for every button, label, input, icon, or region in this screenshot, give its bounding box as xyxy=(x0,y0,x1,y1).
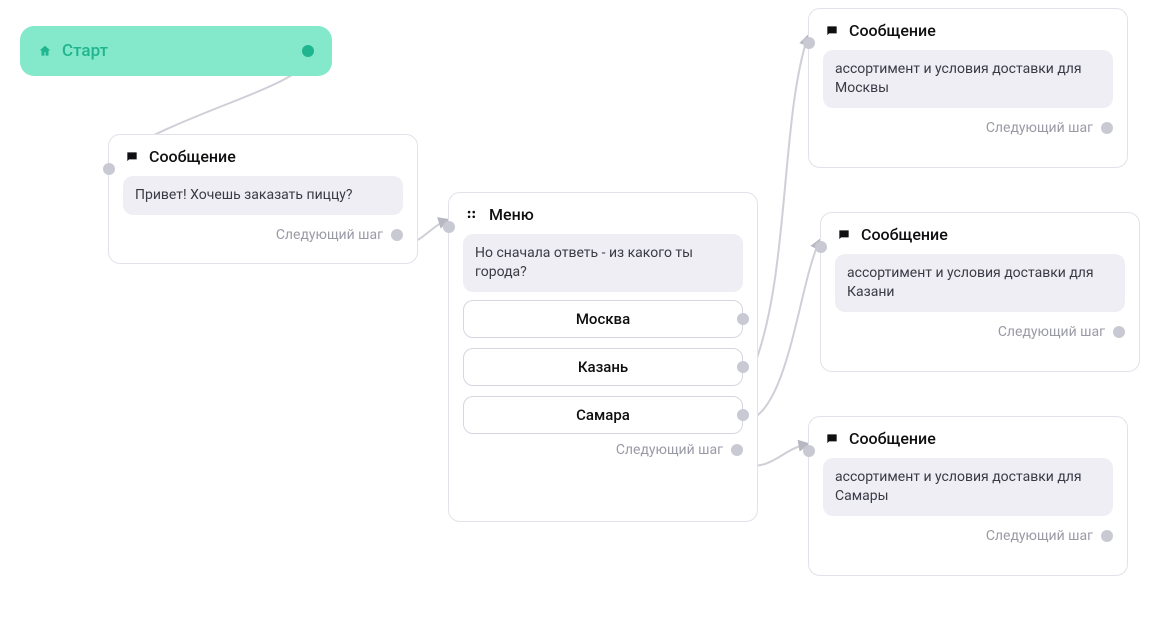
option-out-port[interactable] xyxy=(737,409,749,421)
start-label: Старт xyxy=(62,41,108,61)
flow-canvas: Старт Сообщение Привет! Хочешь заказать … xyxy=(0,0,1158,625)
menu-options: Москва Казань Самара xyxy=(449,300,757,438)
out-port[interactable] xyxy=(1113,326,1125,338)
in-port[interactable] xyxy=(803,37,815,49)
message-text: ассортимент и условия доставки для Самар… xyxy=(823,458,1113,516)
card-title: Сообщение xyxy=(149,147,236,166)
next-step-label: Следующий шаг xyxy=(986,528,1093,544)
out-port[interactable] xyxy=(1101,530,1113,542)
card-body: Но сначала ответь - из какого ты города? xyxy=(449,230,757,300)
edge-menu-moscow xyxy=(752,36,808,371)
menu-node[interactable]: Меню Но сначала ответь - из какого ты го… xyxy=(448,192,758,522)
message-text: ассортимент и условия доставки для Казан… xyxy=(835,254,1125,312)
card-body: ассортимент и условия доставки для Казан… xyxy=(821,250,1139,320)
message-icon xyxy=(825,24,839,38)
card-header: Сообщение xyxy=(809,9,1127,46)
edge-menu-samara xyxy=(752,444,808,466)
card-title: Меню xyxy=(489,205,534,224)
next-step-label: Следующий шаг xyxy=(276,227,383,243)
in-port[interactable] xyxy=(103,163,115,175)
card-footer: Следующий шаг xyxy=(809,116,1127,148)
card-title: Сообщение xyxy=(849,21,936,40)
in-port[interactable] xyxy=(443,221,455,233)
message-text: ассортимент и условия доставки для Москв… xyxy=(823,50,1113,108)
card-footer: Следующий шаг xyxy=(449,438,757,470)
in-port[interactable] xyxy=(815,241,827,253)
option-out-port[interactable] xyxy=(737,361,749,373)
message-node-samara[interactable]: Сообщение ассортимент и условия доставки… xyxy=(808,416,1128,576)
start-out-port[interactable] xyxy=(302,45,314,57)
card-header: Сообщение xyxy=(109,135,417,172)
message-node-kazan[interactable]: Сообщение ассортимент и условия доставки… xyxy=(820,212,1140,372)
message-icon xyxy=(825,432,839,446)
card-header: Меню xyxy=(449,193,757,230)
out-port[interactable] xyxy=(391,229,403,241)
card-title: Сообщение xyxy=(861,225,948,244)
next-step-label: Следующий шаг xyxy=(998,324,1105,340)
option-label: Казань xyxy=(476,358,730,376)
card-body: Привет! Хочешь заказать пиццу? xyxy=(109,172,417,223)
start-node[interactable]: Старт xyxy=(20,26,332,76)
card-footer: Следующий шаг xyxy=(809,524,1127,556)
menu-option-kazan[interactable]: Казань xyxy=(463,348,743,386)
card-header: Сообщение xyxy=(809,417,1127,454)
out-port[interactable] xyxy=(731,444,743,456)
card-body: ассортимент и условия доставки для Москв… xyxy=(809,46,1127,116)
card-body: ассортимент и условия доставки для Самар… xyxy=(809,454,1127,524)
option-label: Самара xyxy=(476,406,730,424)
message-icon xyxy=(125,150,139,164)
card-title: Сообщение xyxy=(849,429,936,448)
message-node-greeting[interactable]: Сообщение Привет! Хочешь заказать пиццу?… xyxy=(108,134,418,264)
message-node-moscow[interactable]: Сообщение ассортимент и условия доставки… xyxy=(808,8,1128,168)
card-footer: Следующий шаг xyxy=(109,223,417,255)
message-icon xyxy=(837,228,851,242)
menu-icon xyxy=(465,208,479,222)
menu-prompt: Но сначала ответь - из какого ты города? xyxy=(463,234,743,292)
menu-option-samara[interactable]: Самара xyxy=(463,396,743,434)
option-out-port[interactable] xyxy=(737,313,749,325)
home-icon xyxy=(38,44,52,58)
card-footer: Следующий шаг xyxy=(821,320,1139,352)
in-port[interactable] xyxy=(803,445,815,457)
out-port[interactable] xyxy=(1101,122,1113,134)
edge-menu-kazan xyxy=(752,240,820,419)
menu-option-moscow[interactable]: Москва xyxy=(463,300,743,338)
card-header: Сообщение xyxy=(821,213,1139,250)
option-label: Москва xyxy=(476,310,730,328)
message-text: Привет! Хочешь заказать пиццу? xyxy=(123,176,403,215)
next-step-label: Следующий шаг xyxy=(616,442,723,458)
next-step-label: Следующий шаг xyxy=(986,120,1093,136)
